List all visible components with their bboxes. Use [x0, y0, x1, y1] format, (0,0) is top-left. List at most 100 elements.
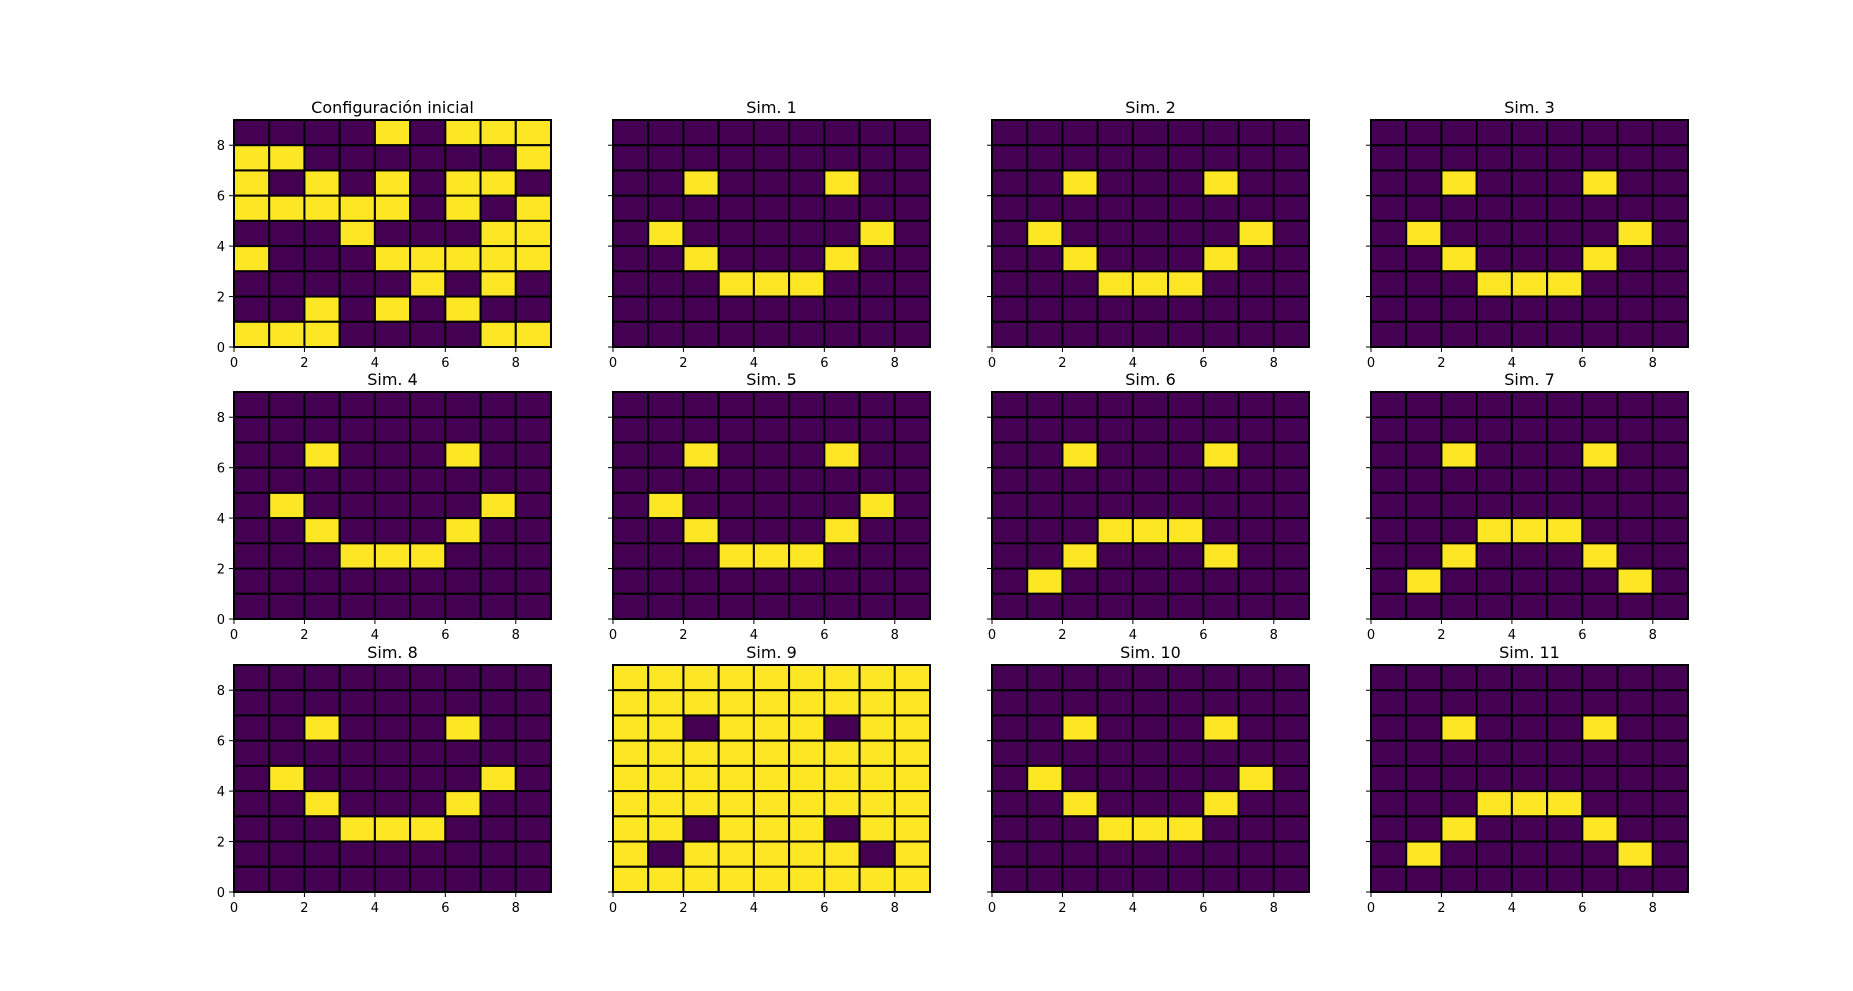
grid-cell: [338, 295, 376, 323]
grid-cell: [1272, 119, 1311, 147]
grid-cell: [303, 764, 341, 793]
grid-cell: [373, 865, 412, 893]
grid-cell: [233, 441, 271, 469]
grid-cell: [233, 517, 271, 545]
grid-cell: [1651, 790, 1690, 818]
grid-cell: [1167, 542, 1205, 570]
grid-cell: [991, 320, 1029, 348]
grid-cell: [823, 542, 861, 570]
grid-cell: [303, 689, 341, 717]
grid-cell: [268, 270, 306, 298]
grid-cell: [823, 664, 861, 692]
grid-cell: [444, 295, 482, 323]
grid-cell: [1440, 714, 1478, 742]
grid-cell: [893, 739, 931, 767]
grid-cell: [1581, 194, 1619, 222]
grid-cell: [479, 689, 517, 717]
grid-cell: [1237, 664, 1275, 692]
grid-cell: [612, 144, 650, 172]
grid-cell: [373, 764, 412, 793]
grid-cell: [991, 815, 1029, 843]
grid-cell: [1096, 320, 1134, 348]
grid-cell: [858, 169, 896, 197]
grid-cell: [1096, 270, 1134, 298]
grid-cell: [858, 144, 896, 172]
grid-cell: [268, 144, 306, 172]
grid-cell: [717, 466, 755, 494]
x-tick-label: 0: [609, 901, 617, 916]
grid-cell: [1405, 542, 1443, 570]
grid-cell: [1131, 441, 1170, 469]
grid-cell: [893, 219, 931, 248]
grid-cell: [1061, 739, 1099, 767]
grid-cell: [1405, 714, 1443, 742]
grid-cell: [788, 517, 826, 545]
x-tick-label: 0: [230, 901, 238, 916]
grid-cell: [514, 840, 552, 868]
grid-cell: [1026, 865, 1064, 893]
grid-cell: [647, 764, 685, 793]
grid-cell: [1546, 270, 1584, 298]
grid-cell: [647, 295, 685, 323]
grid-cell: [893, 144, 931, 172]
x-tick-label: 4: [371, 901, 379, 916]
grid-cell: [823, 592, 861, 620]
grid-cell: [479, 592, 517, 620]
x-tick-label: 0: [1367, 356, 1375, 371]
grid-cell: [752, 144, 791, 172]
grid-cell: [788, 739, 826, 767]
grid-cell: [1167, 714, 1205, 742]
grid-cell: [788, 466, 826, 494]
grid-cell: [373, 739, 412, 767]
grid-cell: [991, 169, 1029, 197]
grid-cell: [823, 567, 861, 595]
grid-cell: [409, 542, 447, 570]
grid-cell: [1202, 194, 1240, 222]
grid-cell: [823, 270, 861, 298]
grid-cell: [479, 466, 517, 494]
grid-cell: [647, 245, 685, 273]
x-tick-label: 0: [1367, 901, 1375, 916]
grid-cell: [409, 664, 447, 692]
grid-cell: [409, 466, 447, 494]
grid-cell: [1237, 119, 1275, 147]
grid-cell: [1131, 219, 1170, 248]
grid-cell: [514, 517, 552, 545]
grid-cell: [612, 790, 650, 818]
grid-cell: [303, 194, 341, 222]
grid-cell: [647, 714, 685, 742]
grid-cell: [1510, 790, 1549, 818]
panel-title: Sim. 2: [1125, 98, 1176, 117]
grid-cell: [514, 664, 552, 692]
grid-cell: [1272, 169, 1311, 197]
y-tick-label: 4: [217, 785, 225, 800]
grid-cell: [1546, 739, 1584, 767]
grid-cell: [303, 865, 341, 893]
grid-cell: [1061, 119, 1099, 147]
y-tick-label: 6: [217, 190, 225, 205]
grid-cell: [752, 815, 791, 843]
grid-cell: [717, 295, 755, 323]
grid-cell: [479, 815, 517, 843]
x-tick-label: 8: [512, 628, 520, 643]
grid-cell: [409, 567, 447, 595]
grid-cell: [233, 764, 271, 793]
grid-cell: [1510, 865, 1549, 893]
grid-cell: [1026, 144, 1064, 172]
grid-cell: [1370, 567, 1408, 595]
grid-cell: [823, 320, 861, 348]
grid-cell: [893, 517, 931, 545]
grid-cell: [479, 270, 517, 298]
grid-cell: [1131, 270, 1170, 298]
grid-cell: [682, 245, 720, 273]
grid-cell: [788, 416, 826, 444]
grid-cell: [444, 441, 482, 469]
grid-cell: [788, 790, 826, 818]
grid-cell: [1202, 689, 1240, 717]
grid-cell: [233, 466, 271, 494]
grid-cell: [1202, 144, 1240, 172]
grid-cell: [858, 466, 896, 494]
grid-cell: [991, 416, 1029, 444]
grid-cell: [1581, 689, 1619, 717]
grid-cell: [268, 865, 306, 893]
